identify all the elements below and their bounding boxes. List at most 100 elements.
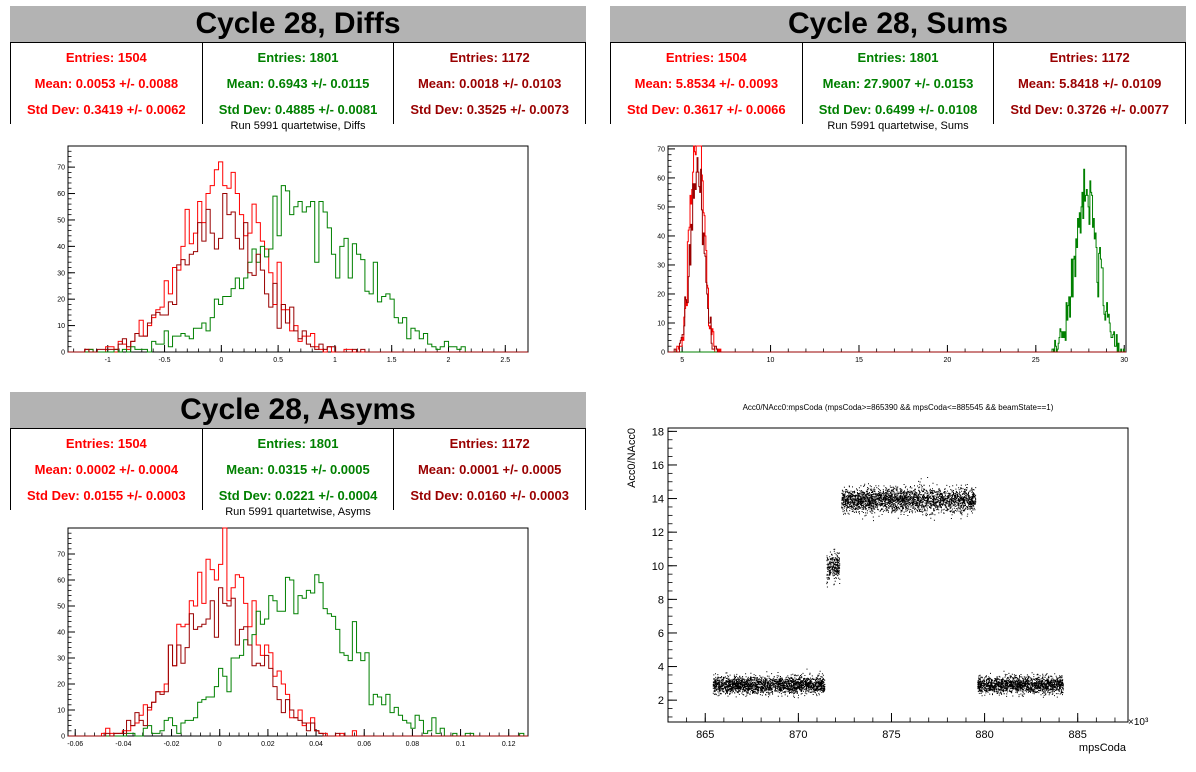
histogram-series [68, 587, 528, 737]
stat-entries: Entries: 1801 [857, 50, 939, 66]
x-tick-label: 0.1 [456, 741, 466, 748]
y-tick-label: 40 [657, 233, 665, 240]
x-tick-label: 0 [218, 741, 222, 748]
x-tick-label: 0.5 [273, 357, 283, 364]
x-tick-label: 2 [447, 357, 451, 364]
y-tick-label: 70 [57, 165, 65, 172]
y-tick-label: 20 [57, 682, 65, 689]
asyms-title-bar: Cycle 28, Asyms [10, 392, 586, 428]
y-tick-label: 60 [657, 175, 665, 182]
sums-stats-series2: Entries: 1801 Mean: 27.9007 +/- 0.0153 S… [802, 42, 995, 124]
y-tick-label: 18 [652, 426, 664, 438]
y-tick-label: 60 [57, 578, 65, 585]
x-tick-label: 1.5 [387, 357, 397, 364]
x-tick-label: 5 [680, 357, 684, 364]
scatter-cluster [841, 477, 977, 522]
x-tick-label: 0.08 [406, 741, 420, 748]
scatter-exponent: ×10³ [1128, 717, 1149, 728]
sums-stats-box: Entries: 1504 Mean: 5.8534 +/- 0.0093 St… [610, 42, 1187, 124]
stat-stddev: Std Dev: 0.3419 +/- 0.0062 [27, 101, 186, 117]
x-tick-label: 0.02 [261, 741, 275, 748]
asyms-stats-box: Entries: 1504 Mean: 0.0002 +/- 0.0004 St… [10, 428, 587, 510]
stat-stddev: Std Dev: 0.0221 +/- 0.0004 [218, 487, 378, 503]
histogram-series [668, 145, 1126, 353]
y-tick-label: 50 [657, 204, 665, 211]
sums-stats-series1: Entries: 1504 Mean: 5.8534 +/- 0.0093 St… [610, 42, 803, 124]
sums-subtitle: Run 5991 quartetwise, Sums [827, 120, 969, 132]
x-tick-label: 10 [767, 357, 775, 364]
asyms-stats-series1: Entries: 1504 Mean: 0.0002 +/- 0.0004 St… [10, 428, 203, 510]
x-tick-label: 15 [855, 357, 863, 364]
stat-mean: Mean: 0.0053 +/- 0.0088 [34, 75, 179, 91]
histogram-series [668, 168, 1126, 353]
stat-stddev: Std Dev: 0.4885 +/- 0.0081 [218, 101, 378, 117]
diffs-stats-series2: Entries: 1801 Mean: 0.6943 +/- 0.0115 St… [202, 42, 395, 124]
stat-entries: Entries: 1504 [65, 436, 147, 452]
histogram-series [68, 193, 528, 353]
scatter-cluster [712, 668, 826, 699]
x-tick-label: -0.5 [159, 357, 171, 364]
diffs-panel: Cycle 28, Diffs Entries: 1504 Mean: 0.00… [10, 6, 587, 386]
stat-mean: Mean: 27.9007 +/- 0.0153 [822, 75, 974, 91]
stat-stddev: Std Dev: 0.3726 +/- 0.0077 [1010, 101, 1169, 117]
x-tick-label: 30 [1120, 357, 1128, 364]
x-tick-label: 0.04 [309, 741, 323, 748]
y-tick-label: 6 [658, 628, 664, 640]
y-tick-label: 30 [57, 656, 65, 663]
diffs-subtitle: Run 5991 quartetwise, Diffs [230, 120, 366, 132]
diffs-stats-box: Entries: 1504 Mean: 0.0053 +/- 0.0088 St… [10, 42, 587, 124]
x-tick-label: 0.06 [357, 741, 371, 748]
y-tick-label: 10 [652, 561, 664, 573]
histogram-series [68, 185, 528, 353]
asyms-subtitle: Run 5991 quartetwise, Asyms [225, 506, 371, 518]
plot-frame [667, 427, 1129, 723]
x-tick-label: -1 [105, 357, 111, 364]
x-tick-label: 0 [219, 357, 223, 364]
histogram-series [68, 161, 528, 353]
stat-mean: Mean: 0.0001 +/- 0.0005 [417, 461, 562, 477]
stat-entries: Entries: 1172 [449, 50, 530, 66]
stat-mean: Mean: 5.8534 +/- 0.0093 [634, 75, 779, 91]
histogram-series [68, 574, 528, 737]
x-tick-label: 1 [333, 357, 337, 364]
sums-stats-series3: Entries: 1172 Mean: 5.8418 +/- 0.0109 St… [994, 42, 1187, 124]
y-tick-label: 0 [661, 350, 665, 357]
y-tick-label: 70 [657, 146, 665, 153]
stat-entries: Entries: 1504 [65, 50, 147, 66]
x-tick-label: 885 [1069, 729, 1087, 741]
y-tick-label: 20 [57, 297, 65, 304]
stat-stddev: Std Dev: 0.6499 +/- 0.0108 [818, 101, 978, 117]
y-tick-label: 12 [652, 527, 664, 539]
diffs-title: Cycle 28, Diffs [195, 7, 401, 40]
asyms-stats-series2: Entries: 1801 Mean: 0.0315 +/- 0.0005 St… [202, 428, 395, 510]
x-tick-label: 25 [1032, 357, 1040, 364]
asyms-stats-series3: Entries: 1172 Mean: 0.0001 +/- 0.0005 St… [394, 428, 587, 510]
y-tick-label: 70 [57, 552, 65, 559]
y-tick-label: 8 [658, 594, 664, 606]
stat-stddev: Std Dev: 0.0160 +/- 0.0003 [410, 487, 569, 503]
y-tick-label: 14 [652, 494, 664, 506]
stat-entries: Entries: 1172 [1049, 50, 1130, 66]
y-tick-label: 50 [57, 217, 65, 224]
asyms-histogram: -0.06 -0.04 -0.02 0 0.02 0.04 0.06 0.08 0.1 0.12 0… [57, 527, 529, 748]
diffs-title-bar: Cycle 28, Diffs [10, 6, 586, 42]
plot-frame [667, 145, 1127, 353]
y-tick-label: 40 [57, 630, 65, 637]
y-tick-label: 10 [57, 323, 65, 330]
x-tick-label: 865 [696, 729, 714, 741]
x-tick-label: 870 [789, 729, 807, 741]
plot-frame [67, 527, 529, 737]
plot-frame [67, 145, 529, 353]
x-tick-label: 20 [943, 357, 951, 364]
y-tick-label: 60 [57, 191, 65, 198]
scatter-title: Acc0/NAcc0:mpsCoda (mpsCoda>=865390 && m… [743, 403, 1054, 412]
stat-mean: Mean: 0.0002 +/- 0.0004 [34, 461, 179, 477]
stat-stddev: Std Dev: 0.3617 +/- 0.0066 [627, 101, 786, 117]
diffs-stats-series3: Entries: 1172 Mean: 0.0018 +/- 0.0103 St… [394, 42, 587, 124]
y-tick-label: 10 [57, 708, 65, 715]
x-tick-label: -0.06 [67, 741, 83, 748]
x-tick-label: 0.12 [502, 741, 516, 748]
stat-entries: Entries: 1801 [257, 436, 339, 452]
y-tick-label: 0 [61, 350, 65, 357]
y-tick-label: 30 [657, 262, 665, 269]
